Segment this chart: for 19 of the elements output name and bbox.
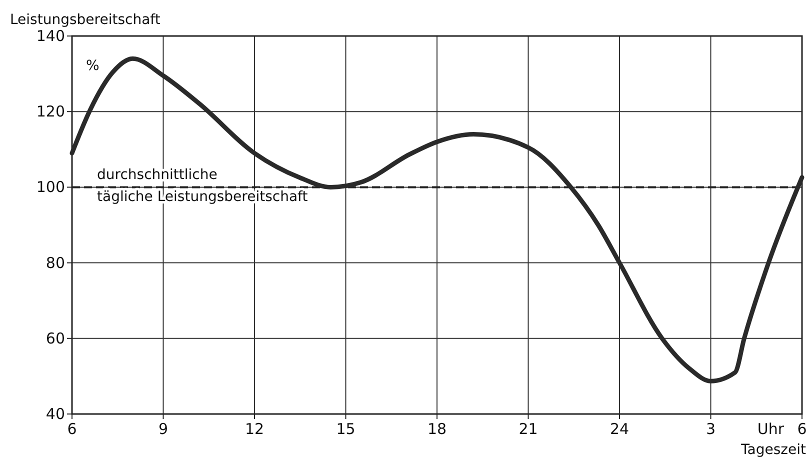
x-tick-label: 3 <box>706 420 716 438</box>
text: Uhr <box>757 420 785 438</box>
annotation: % <box>86 58 100 74</box>
x-tick-label: 12 <box>244 420 264 438</box>
y-tick-label: 80 <box>46 254 65 272</box>
x-tick-label: 15 <box>336 420 356 438</box>
x-tick-label: 24 <box>610 420 630 438</box>
y-tick-label: 120 <box>36 102 65 121</box>
y-tick-label: 40 <box>46 405 65 423</box>
y-tick-label: 140 <box>36 27 65 45</box>
x-tick-label: 18 <box>427 420 447 438</box>
x-tick-label: 6 <box>67 420 77 438</box>
x-tick-label: 9 <box>158 420 168 438</box>
x-tick-label: 21 <box>518 420 538 438</box>
y-tick-label: 100 <box>36 178 65 196</box>
x-axis-title: Tageszeit <box>740 442 807 458</box>
y-axis-title: Leistungsbereitschaft <box>10 12 161 28</box>
y-tick-label: 60 <box>46 329 65 348</box>
x-tick-label: 6 <box>797 420 807 438</box>
